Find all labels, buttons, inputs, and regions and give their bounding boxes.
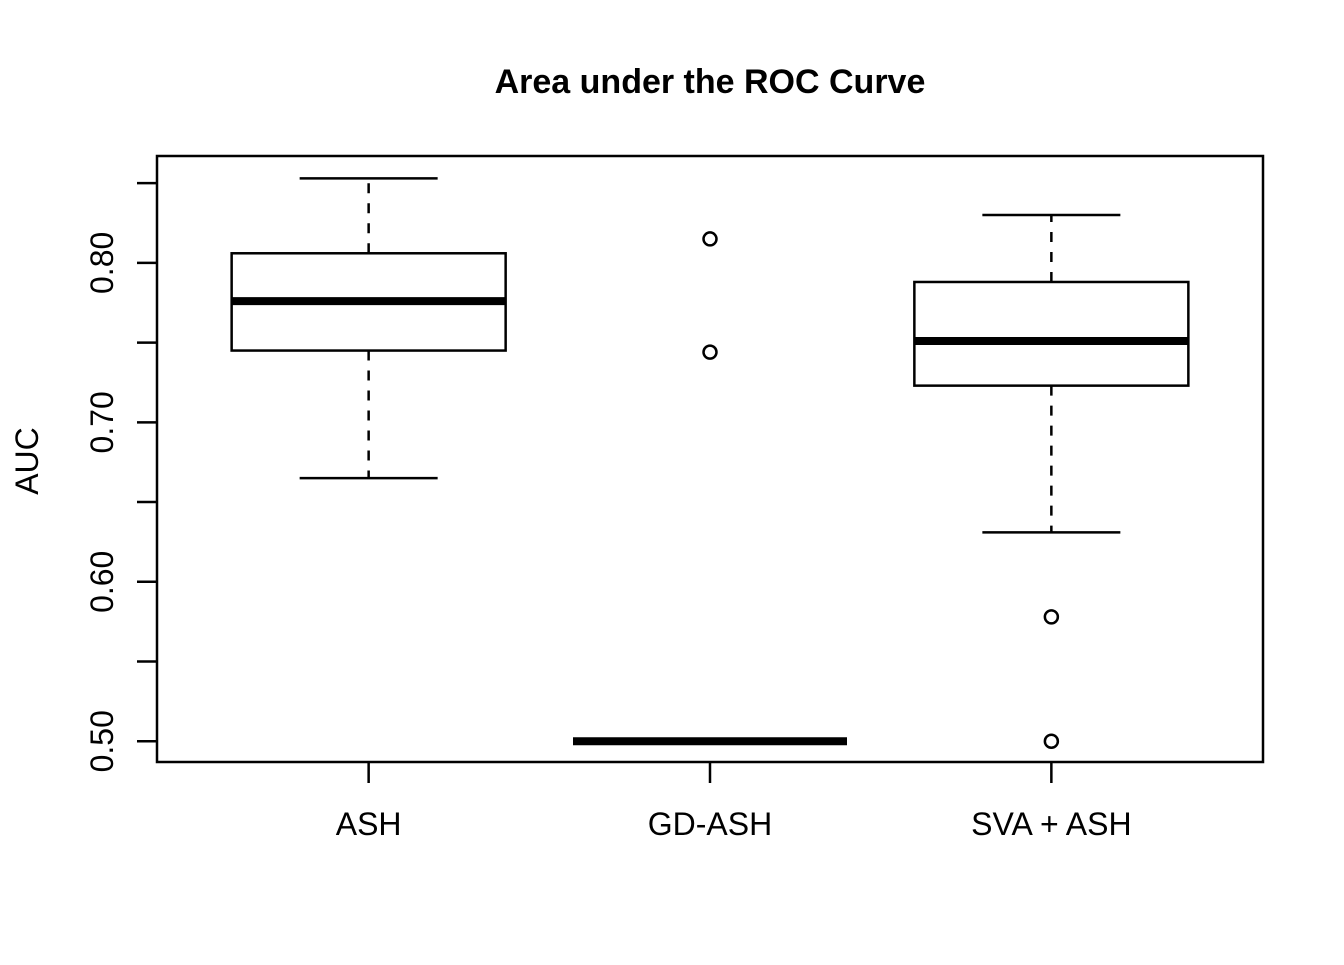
y-tick-label: 0.50 — [84, 710, 120, 772]
x-axis: ASH GD-ASH SVA + ASH — [336, 762, 1132, 842]
x-tick-label: ASH — [336, 806, 402, 842]
outlier-point — [702, 231, 718, 247]
outlier-point — [1043, 733, 1060, 750]
x-tick-label: SVA + ASH — [971, 806, 1131, 842]
outlier-point — [702, 344, 718, 360]
box-group-ash — [230, 177, 507, 480]
outlier-point — [1043, 609, 1060, 625]
plot-border — [155, 154, 1265, 764]
x-tick-label: GD-ASH — [648, 806, 772, 842]
y-tick-label: 0.70 — [84, 391, 120, 453]
y-axis: 0.50 0.60 0.70 0.80 — [84, 181, 157, 772]
box-series — [230, 177, 1190, 750]
chart-title: Area under the ROC Curve — [495, 63, 926, 101]
y-tick-label: 0.60 — [84, 551, 120, 613]
box-group-sva-ash — [913, 213, 1190, 750]
y-axis-title: AUC — [9, 427, 45, 495]
iqr-box — [913, 280, 1190, 387]
box-group-gd-ash — [573, 231, 847, 746]
y-tick-label: 0.80 — [84, 232, 120, 294]
